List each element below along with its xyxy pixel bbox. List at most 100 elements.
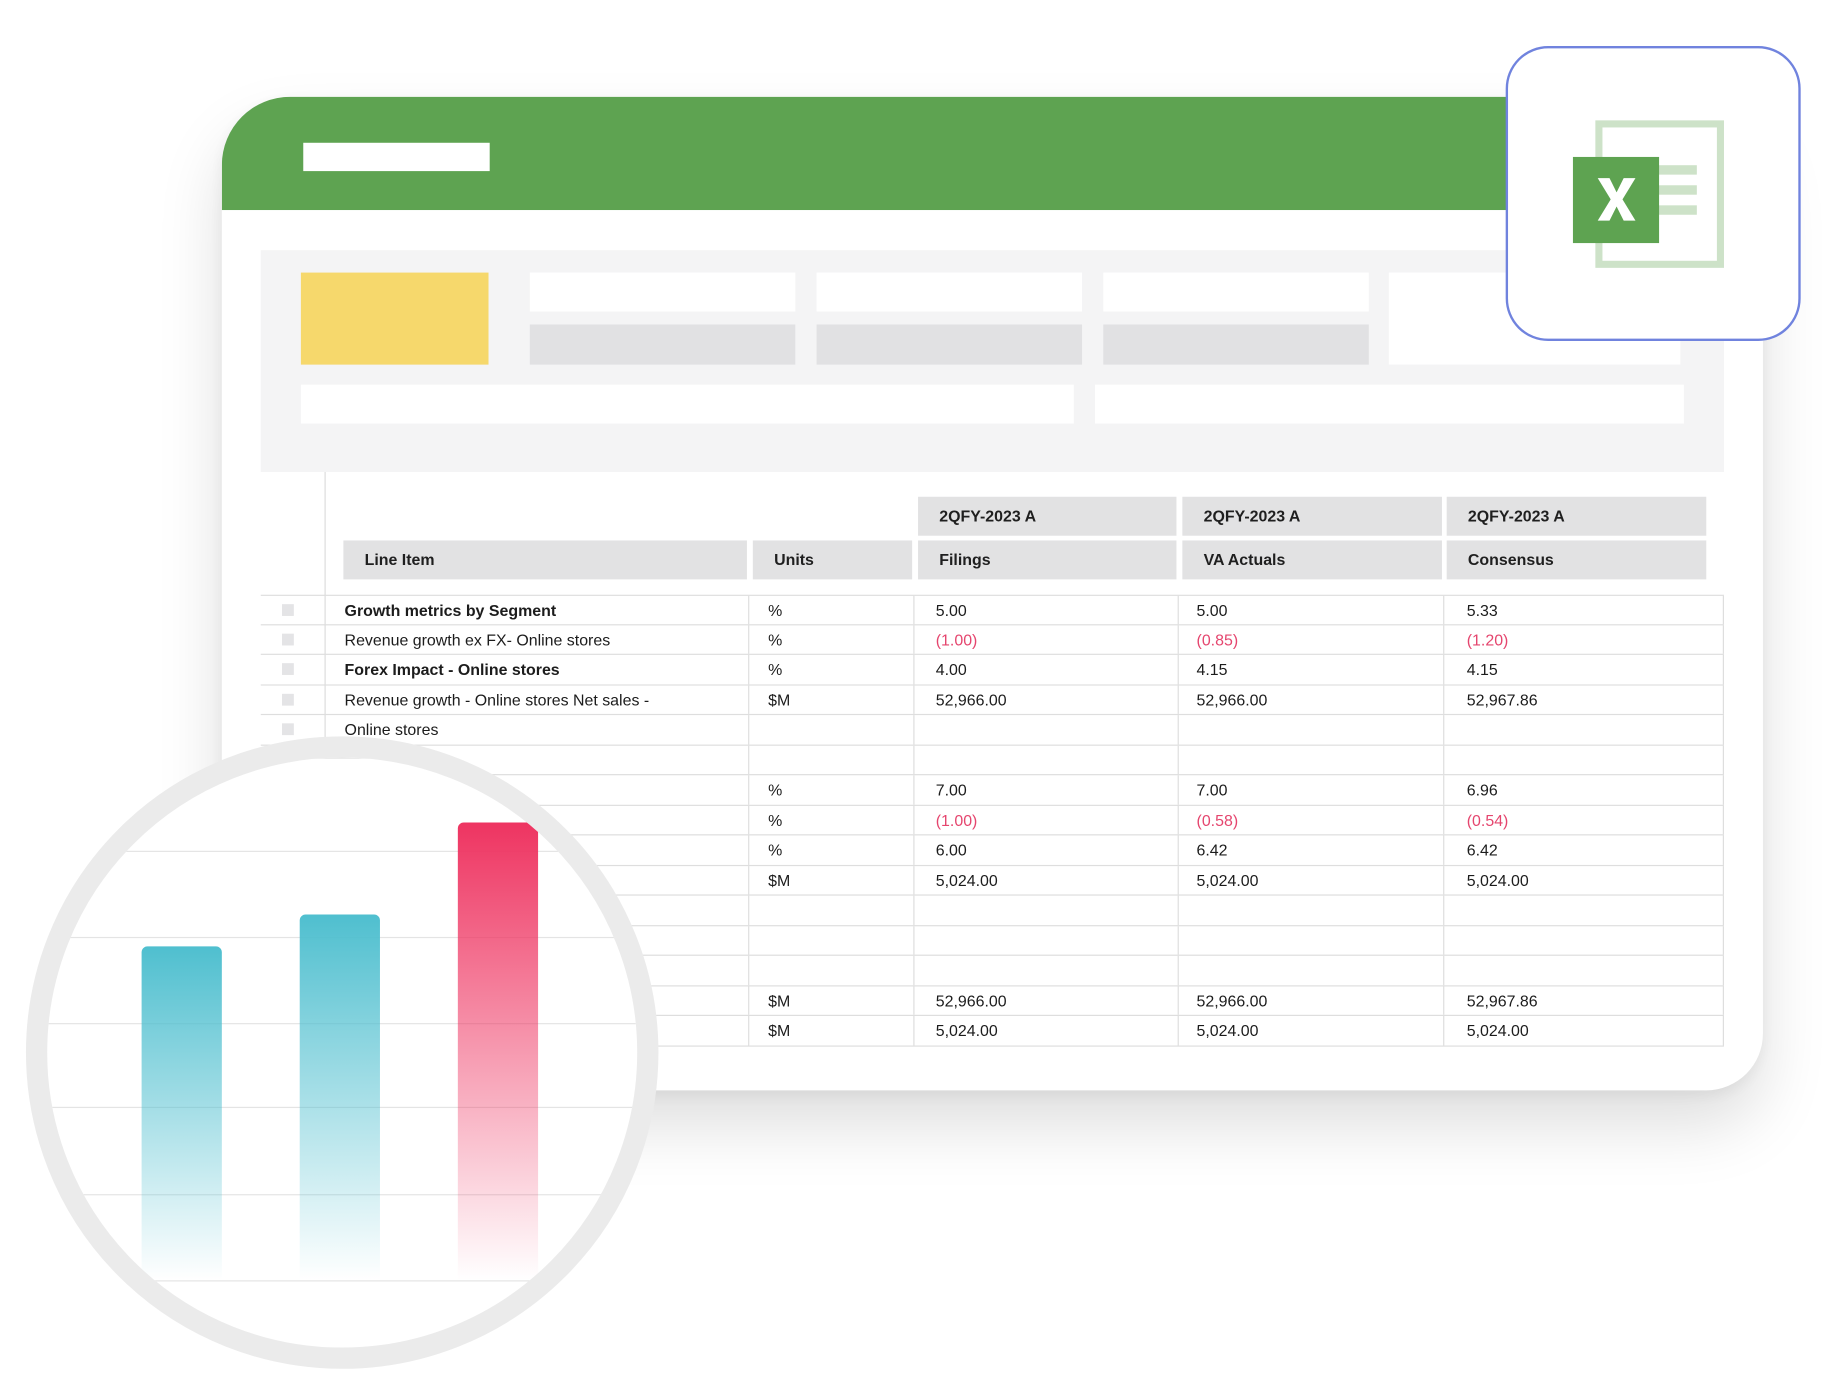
table-row[interactable]: Revenue growth - Online stores Net sales…	[260, 684, 1724, 716]
consensus-cell[interactable]: 6.96	[1466, 781, 1498, 799]
units-cell[interactable]: %	[768, 660, 783, 679]
line-item-header[interactable]: Line Item	[343, 540, 747, 580]
consensus-cell[interactable]: 4.15	[1466, 660, 1498, 679]
column-divider	[913, 865, 915, 895]
filings-header[interactable]: Filings	[918, 540, 1177, 580]
magnified-bar-chart	[25, 736, 659, 1369]
column-divider	[913, 775, 915, 805]
consensus-cell[interactable]: 5,024.00	[1466, 1021, 1529, 1040]
consensus-cell[interactable]: 5,024.00	[1466, 871, 1529, 890]
line-item-cell[interactable]: Forex Impact - Online stores	[344, 660, 560, 679]
column-divider	[748, 895, 750, 925]
filings-cell[interactable]: 52,966.00	[935, 690, 1007, 709]
filter-bar-right	[1095, 384, 1684, 424]
consensus-cell[interactable]: (0.54)	[1466, 811, 1509, 829]
table-row[interactable]: $M 5,024.00 5,024.00 5,024.00	[260, 865, 1724, 896]
card-2-top	[816, 272, 1083, 312]
column-divider	[1722, 624, 1724, 654]
line-item-cell[interactable]: Revenue growth - Online stores Net sales…	[344, 690, 650, 709]
row-select-checkbox[interactable]	[282, 693, 294, 706]
va-actuals-cell[interactable]: 52,966.00	[1196, 690, 1268, 709]
filings-cell[interactable]: 7.00	[935, 781, 967, 799]
va-actuals-cell[interactable]: 5.00	[1196, 601, 1228, 620]
table-row[interactable]: Growth metrics by Segment% 5.00 5.00 5.33	[260, 594, 1724, 625]
column-divider	[748, 654, 750, 684]
column-divider	[913, 985, 915, 1015]
table-row[interactable]	[260, 895, 1724, 926]
va-actuals-cell[interactable]: 4.15	[1196, 660, 1228, 679]
va-actuals-cell[interactable]: 52,966.00	[1196, 991, 1268, 1010]
filings-cell[interactable]: 5,024.00	[935, 1021, 998, 1040]
consensus-cell[interactable]: 5.33	[1466, 601, 1498, 620]
consensus-cell[interactable]: 52,967.86	[1466, 991, 1538, 1010]
chart-bar	[141, 946, 222, 1281]
line-item-cell[interactable]: Growth metrics by Segment	[344, 601, 557, 620]
row-select-checkbox[interactable]	[282, 633, 294, 645]
units-cell[interactable]: $M	[768, 991, 791, 1010]
filings-cell[interactable]: 6.00	[935, 841, 967, 860]
units-cell[interactable]: %	[768, 841, 783, 860]
table-row[interactable]: $M 5,024.00 5,024.00 5,024.00	[260, 1015, 1724, 1047]
column-divider	[1177, 925, 1179, 955]
column-divider	[1722, 775, 1724, 805]
consensus-header[interactable]: Consensus	[1446, 540, 1707, 580]
table-row[interactable]: $M 52,966.00 52,966.00 52,967.86	[260, 985, 1724, 1016]
va-actuals-cell[interactable]: 7.00	[1196, 781, 1228, 799]
units-cell[interactable]: $M	[768, 871, 791, 890]
row-select-checkbox[interactable]	[282, 663, 294, 675]
chart-bar	[457, 822, 539, 1281]
va-actuals-cell[interactable]: 6.42	[1196, 841, 1228, 860]
filings-cell[interactable]: 5.00	[935, 601, 967, 620]
card-2-bottom	[816, 324, 1083, 365]
summary-panel	[260, 250, 1724, 472]
va-actuals-header[interactable]: VA Actuals	[1182, 540, 1442, 580]
va-actuals-cell[interactable]: (0.58)	[1196, 811, 1239, 829]
column-divider	[1443, 595, 1445, 624]
table-row[interactable]	[260, 745, 1724, 776]
units-cell[interactable]: $M	[768, 690, 791, 709]
column-divider	[748, 1015, 750, 1045]
column-divider	[913, 595, 915, 624]
units-cell[interactable]: %	[768, 811, 783, 829]
units-header[interactable]: Units	[752, 540, 913, 580]
card-3-top	[1103, 272, 1369, 312]
filings-cell[interactable]: (1.00)	[935, 630, 978, 649]
column-divider	[1443, 955, 1445, 985]
units-cell[interactable]: %	[768, 781, 783, 799]
units-cell[interactable]: %	[768, 630, 783, 649]
filings-cell[interactable]: 5,024.00	[935, 871, 998, 890]
row-select-checkbox[interactable]	[282, 723, 294, 736]
table-row[interactable]: Online stores	[260, 715, 1724, 746]
column-divider	[748, 835, 750, 865]
va-actuals-cell[interactable]: 5,024.00	[1196, 1021, 1259, 1040]
column-divider	[1722, 715, 1724, 744]
filings-cell[interactable]: 52,966.00	[935, 991, 1007, 1010]
consensus-cell[interactable]: 6.42	[1466, 841, 1498, 860]
units-cell[interactable]: $M	[768, 1021, 791, 1040]
column-divider	[913, 1015, 915, 1045]
table-row[interactable]	[260, 955, 1724, 986]
line-item-cell[interactable]: Revenue growth ex FX- Online stores	[344, 630, 611, 649]
consensus-cell[interactable]: 52,967.86	[1466, 690, 1538, 709]
table-row[interactable]	[260, 925, 1724, 956]
column-divider	[748, 985, 750, 1015]
column-divider	[748, 624, 750, 654]
filings-cell[interactable]: 4.00	[935, 660, 967, 679]
va-actuals-cell[interactable]: 5,024.00	[1196, 871, 1259, 890]
column-divider	[913, 654, 915, 684]
va-actuals-cell[interactable]: (0.85)	[1196, 630, 1239, 649]
column-divider	[913, 745, 915, 775]
units-cell[interactable]: %	[768, 601, 783, 620]
column-divider	[1443, 925, 1445, 955]
line-item-cell[interactable]: Online stores	[344, 720, 439, 739]
table-row[interactable]: Revenue growth ex FX- Online stores% (1.0…	[260, 624, 1724, 655]
column-divider	[1722, 865, 1724, 895]
consensus-cell[interactable]: (1.20)	[1466, 630, 1509, 649]
column-divider	[913, 805, 915, 835]
column-divider	[1177, 684, 1179, 714]
row-select-checkbox[interactable]	[282, 604, 294, 616]
card-1-bottom	[529, 324, 796, 365]
filings-cell[interactable]: (1.00)	[935, 811, 978, 829]
table-row[interactable]: Forex Impact - Online stores% 4.00 4.15 4.1…	[260, 654, 1724, 685]
